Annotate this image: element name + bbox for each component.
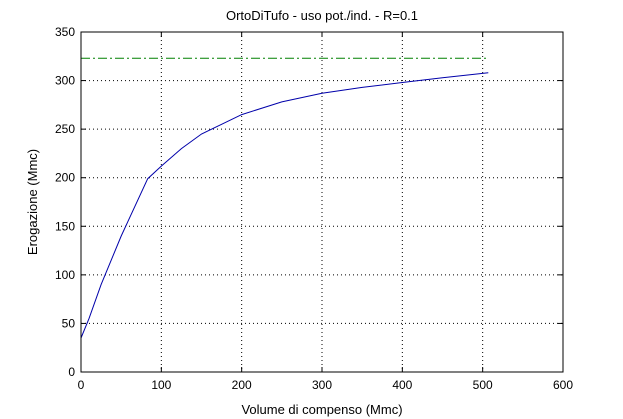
y-tick-label: 150 [55, 219, 75, 233]
chart-title: OrtoDiTufo - uso pot./ind. - R=0.1 [226, 8, 418, 23]
x-tick-label: 400 [392, 378, 412, 392]
x-tick-label: 300 [312, 378, 332, 392]
x-tick-label: 500 [473, 378, 493, 392]
y-tick-label: 50 [62, 316, 76, 330]
y-axis-label: Erogazione (Mmc) [25, 149, 40, 255]
y-tick-label: 250 [55, 122, 75, 136]
x-tick-label: 0 [78, 378, 85, 392]
y-tick-label: 0 [68, 365, 75, 379]
series-line-erogazione [80, 72, 489, 339]
x-tick-label: 200 [232, 378, 252, 392]
x-tick-label: 600 [553, 378, 573, 392]
ticks: 0 100 200 300 400 500 600 0 50 100 150 200 250 300 350 [55, 25, 573, 392]
y-tick-label: 300 [55, 74, 75, 88]
series-layer [80, 57, 489, 339]
x-axis-label: Volume di compenso (Mmc) [241, 402, 402, 417]
y-tick-label: 350 [55, 25, 75, 39]
grid [81, 32, 563, 372]
y-tick-label: 200 [55, 171, 75, 185]
y-tick-label: 100 [55, 268, 75, 282]
x-tick-label: 100 [151, 378, 171, 392]
